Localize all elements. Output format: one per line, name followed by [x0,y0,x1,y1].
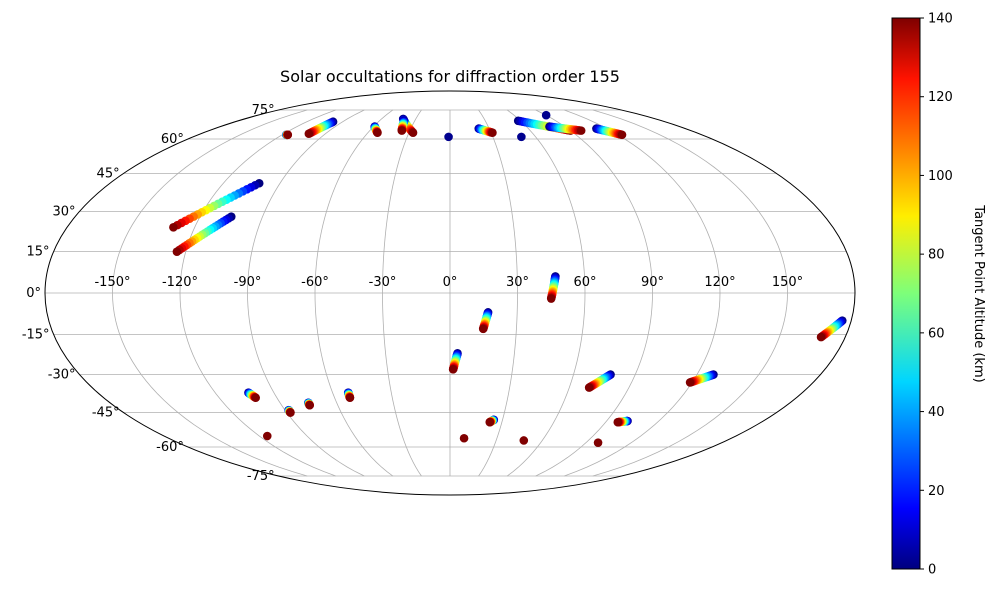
lat-tick-label: 60° [161,132,184,147]
lon-tick-label: 30° [506,275,529,290]
occultation-point [478,324,488,334]
occultation-point [546,294,556,303]
lat-tick-label: -45° [92,406,120,421]
lon-tick-label: -30° [369,275,397,290]
lon-tick-label: 90° [641,275,664,290]
lat-tick-label: -30° [48,368,76,383]
occultation-points [169,110,847,447]
colorbar-tick-label: 140 [928,12,953,27]
grid-meridian [592,109,788,477]
occultation-point [251,393,260,403]
grid-meridian [382,109,422,477]
occultation-point [448,365,458,374]
colorbar-tick-label: 40 [928,405,945,420]
map-boundary [44,90,856,496]
longitude-tick-labels: -150° -120° -90° -60° -30° 0° 30° 60° 90° 120° 150… [94,275,803,290]
lat-tick-label: -15° [22,327,50,342]
lon-tick-label: 0° [443,275,458,290]
lon-tick-label: 60° [573,275,596,290]
occultation-point [816,332,826,342]
occultation-point [373,128,382,137]
grid-meridian [112,109,308,477]
colorbar-gradient [891,17,921,570]
lon-tick-label: -90° [234,275,262,290]
occultation-point [262,431,272,441]
occultation-point [169,222,178,232]
grid-meridian [535,109,653,477]
occultation-point [304,129,314,139]
colorbar-ticks: 0 20 40 60 80 100 120 140 [920,12,953,578]
occultation-point [286,408,295,417]
colorbar-tick-label: 100 [928,169,953,184]
occultation-point [459,433,469,443]
lon-tick-label: 150° [772,275,803,290]
occultation-point [283,130,293,140]
occultation-point [584,383,594,392]
colorbar-tick-label: 0 [928,563,936,578]
grid-meridian [564,109,721,477]
grid-meridian [478,109,518,477]
grid-meridian [506,109,586,477]
occultation-point [613,417,623,427]
lat-tick-label: -75° [247,469,275,484]
lon-tick-label: -60° [301,275,329,290]
lat-tick-label: 30° [52,204,75,219]
lat-tick-label: 75° [252,103,275,118]
occultation-point [305,400,314,410]
grid-meridian [247,109,365,477]
lat-tick-label: 15° [27,245,50,260]
occultation-point [172,247,182,256]
colorbar-tick-label: 120 [928,90,953,105]
latitude-tick-labels: 75° 60° 45° 30° 15° 0° -15° -30° -45° -60° -75° [22,103,275,484]
occultation-point [593,438,603,447]
colorbar-tick-label: 80 [928,248,945,263]
grid-meridian [314,109,394,477]
occultation-point [488,128,497,137]
lat-tick-label: 0° [26,286,41,301]
colorbar-tick-label: 60 [928,326,945,341]
colorbar: 0 20 40 60 80 100 120 140 Tangent Point Altitud… [891,12,986,578]
occultation-point [541,110,551,120]
grid-meridian [179,109,336,477]
occultation-point [617,130,627,140]
colorbar-tick-label: 20 [928,484,945,499]
occultation-point [485,417,495,427]
occultation-point [397,126,407,135]
occultation-point [517,132,526,142]
colorbar-label: Tangent Point Altitude (km) [971,204,986,382]
occultation-point [444,132,453,142]
occultation-point [345,393,355,403]
lat-tick-label: 45° [97,166,120,181]
occultation-point [685,378,695,387]
lat-tick-label: -60° [156,440,184,455]
lon-tick-label: -120° [162,275,198,290]
occultation-point [408,128,418,137]
occultation-point [576,126,586,135]
graticule [45,109,855,477]
lon-tick-label: 120° [704,275,735,290]
chart-title: Solar occultations for diffraction order… [280,67,620,86]
occultation-point [519,436,529,445]
lon-tick-label: -150° [94,275,130,290]
